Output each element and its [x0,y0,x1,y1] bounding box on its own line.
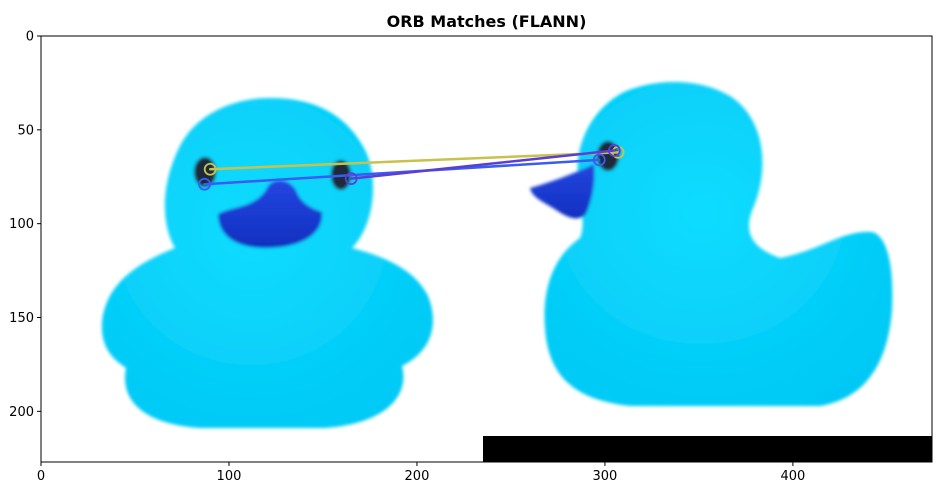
keypoint-marker [203,162,217,176]
figure-title: ORB Matches (FLANN) [387,12,587,31]
x-axis: 0 100 200 300 400 [37,462,805,484]
axes-frame [40,35,933,463]
match-line [208,151,620,171]
left-duck-image [101,98,433,428]
image-area [41,36,932,462]
keypoint-marker [607,144,621,157]
keypoint-marker [592,153,606,167]
y-axis: 0 50 100 150 200 [9,30,41,420]
x-tick-label: 0 [37,469,45,484]
x-tick-label: 100 [217,469,242,484]
x-tick-label: 400 [780,469,805,484]
match-lines [198,144,625,191]
y-tick-label: 50 [17,123,34,138]
y-tick-label: 150 [9,311,34,326]
x-tick-label: 300 [593,469,618,484]
match-line [349,149,616,180]
keypoint-marker [198,177,211,191]
y-tick-label: 200 [9,405,34,420]
padding-region [483,436,932,462]
keypoint-marker [344,172,358,186]
y-tick-label: 0 [26,30,34,45]
y-tick-label: 100 [9,217,34,232]
x-tick-label: 200 [405,469,430,484]
